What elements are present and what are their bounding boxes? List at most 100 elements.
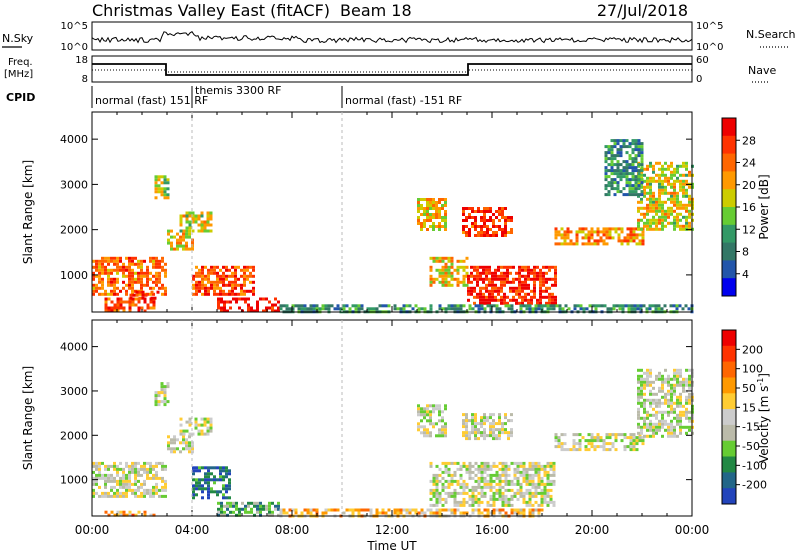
power-cell (636, 304, 640, 308)
power-cell (539, 277, 542, 281)
velocity-cell (590, 445, 594, 449)
velocity-cell (453, 500, 457, 504)
velocity-cell (679, 380, 682, 384)
velocity-cell (128, 464, 131, 468)
velocity-cell (116, 470, 119, 474)
velocity-colorbar-swatch (722, 393, 736, 410)
power-cell (604, 178, 608, 182)
velocity-cell (384, 511, 388, 515)
power-cell (297, 304, 301, 308)
velocity-cell (682, 413, 685, 417)
velocity-cell (444, 467, 448, 471)
power-cell (441, 259, 445, 263)
velocity-cell (667, 413, 670, 417)
velocity-cell (134, 473, 137, 477)
velocity-cell (471, 497, 475, 501)
power-cell (491, 271, 494, 275)
velocity-cell (119, 482, 122, 486)
power-cell (161, 256, 164, 260)
power-cell (146, 283, 149, 287)
power-cell (634, 169, 638, 173)
power-cell (530, 298, 533, 302)
power-cell (625, 193, 629, 197)
power-cell (495, 210, 498, 213)
velocity-cell (658, 398, 661, 402)
velocity-cell (543, 485, 547, 489)
velocity-cell (599, 439, 603, 443)
velocity-cell (131, 513, 135, 517)
power-cell (533, 295, 536, 299)
velocity-cell (222, 484, 225, 488)
velocity-colorbar-frame (721, 329, 737, 505)
power-cell (684, 304, 688, 308)
velocity-cell (223, 504, 226, 508)
velocity-cell (643, 404, 646, 408)
velocity-cell (128, 485, 131, 489)
power-cell (623, 236, 627, 240)
velocity-cell (247, 510, 250, 514)
velocity-cell (528, 494, 532, 498)
power-cell (152, 259, 155, 263)
power-cell (609, 307, 613, 311)
velocity-cell (203, 420, 207, 424)
power-cell (546, 304, 550, 308)
power-cell (629, 227, 633, 231)
power-cell (357, 304, 361, 308)
power-cell (462, 228, 465, 231)
velocity-cell (116, 482, 119, 486)
power-cell (465, 207, 468, 210)
power-cell (429, 274, 433, 278)
power-cell (154, 175, 158, 179)
velocity-cell (188, 435, 191, 439)
velocity-cell (495, 422, 498, 426)
power-cell (649, 218, 652, 222)
velocity-cell (685, 377, 688, 381)
velocity-cell (125, 513, 129, 517)
velocity-cell (477, 437, 480, 441)
velocity-cell (417, 413, 420, 417)
velocity-cell (438, 404, 441, 408)
power-cell (131, 259, 134, 263)
velocity-cell (486, 467, 490, 471)
power-cell (486, 225, 489, 228)
power-cell (188, 229, 191, 233)
power-cell (247, 309, 250, 313)
power-cell (634, 142, 638, 146)
power-cell (149, 256, 152, 260)
power-cell (524, 274, 527, 278)
velocity-cell (655, 374, 658, 378)
power-cell (150, 296, 154, 300)
velocity-cell (414, 508, 418, 512)
power-cell (641, 236, 645, 240)
velocity-cell (206, 432, 210, 436)
power-cell (628, 145, 632, 149)
velocity-cell (351, 508, 355, 512)
velocity-cell (185, 438, 188, 442)
power-cell (640, 178, 644, 182)
power-cell (225, 292, 228, 296)
power-cell (462, 259, 466, 263)
velocity-cell (209, 417, 213, 421)
power-cell (646, 176, 649, 180)
velocity-cell (620, 439, 624, 443)
power-cell (235, 297, 238, 301)
power-cell (492, 219, 495, 222)
power-cell (669, 304, 673, 308)
velocity-cell (480, 511, 484, 515)
power-cell (658, 206, 661, 210)
velocity-cell (140, 494, 143, 498)
velocity-cell (510, 434, 513, 438)
velocity-cell (253, 501, 256, 505)
power-cell (646, 167, 649, 171)
power-cell (524, 286, 527, 290)
power-cell (673, 170, 676, 174)
power-cell (545, 265, 548, 269)
velocity-cell (140, 491, 143, 495)
velocity-cell (477, 491, 481, 495)
velocity-cell (131, 488, 134, 492)
velocity-cell (128, 513, 132, 517)
velocity-cell (688, 368, 691, 372)
velocity-cell (480, 494, 484, 498)
velocity-cell (238, 507, 241, 511)
